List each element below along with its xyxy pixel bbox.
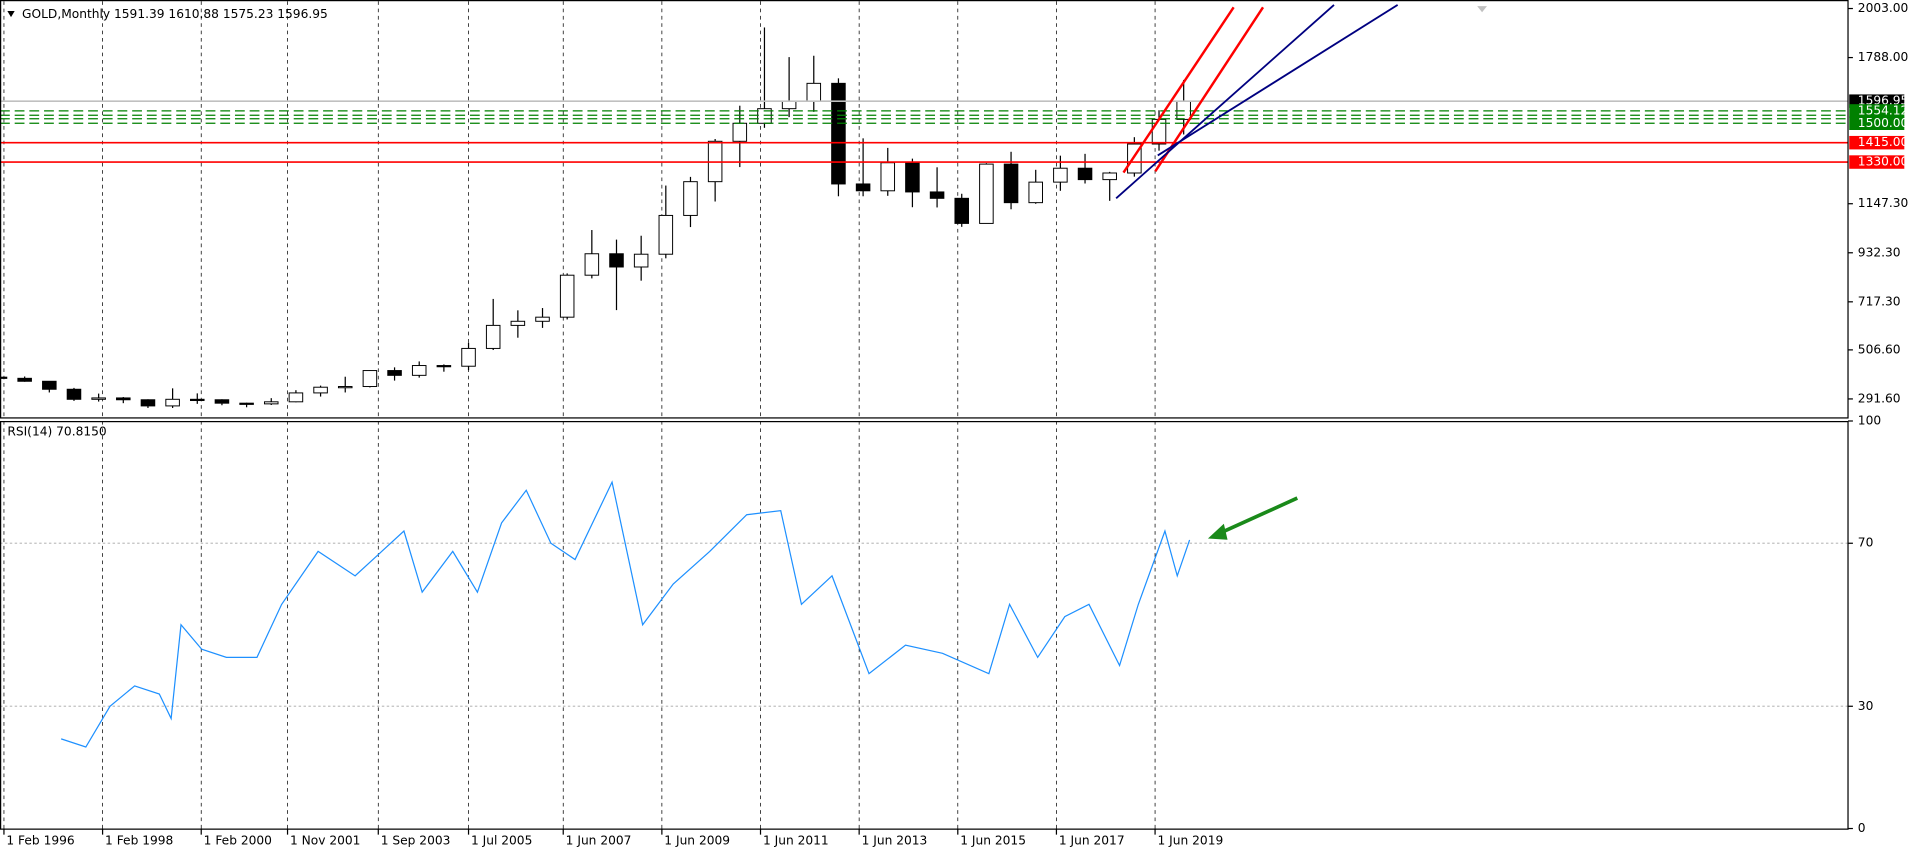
marker <box>1477 6 1487 13</box>
candle-body <box>1028 181 1043 204</box>
candle-body <box>116 397 131 401</box>
candle-body <box>609 253 624 268</box>
x-tick-label: 1 Feb 1996 <box>6 833 74 847</box>
candle-body <box>905 162 920 193</box>
candle-body <box>485 324 501 349</box>
candle-body <box>510 320 526 326</box>
y-tick-label: 717.30 <box>1858 294 1901 308</box>
candle-body <box>658 214 674 255</box>
level-badge <box>1849 155 1905 169</box>
level-label: 1500.00 <box>1858 116 1909 130</box>
trend-line <box>1122 6 1235 174</box>
candle-body <box>387 370 402 376</box>
candle-body <box>1102 172 1117 181</box>
rsi-title: RSI(14) 70.8150 <box>7 425 106 439</box>
level-label: 1415.00 <box>1858 135 1909 149</box>
x-tick-label: 1 Nov 2001 <box>290 833 361 847</box>
x-tick-label: 1 Jun 2019 <box>1158 833 1224 847</box>
main-title: GOLD,Monthly 1591.39 1610.88 1575.23 159… <box>22 7 328 21</box>
candle-body <box>362 370 378 388</box>
candle-body <box>1077 167 1093 181</box>
level-label: 1596.95 <box>1858 94 1909 108</box>
candle-body <box>214 399 230 404</box>
candle-body <box>855 183 871 192</box>
x-tick-label: 1 Jun 2009 <box>664 833 730 847</box>
rsi-pane-frame <box>0 420 1849 830</box>
candle-body <box>535 316 550 322</box>
candle-body <box>880 162 896 192</box>
candle-body <box>559 274 575 318</box>
candle-body <box>929 191 945 199</box>
level-label: 1330.00 <box>1858 155 1909 169</box>
x-tick-label: 1 Jun 2017 <box>1059 833 1125 847</box>
y-tick-label: 30 <box>1858 699 1874 713</box>
menu-triangle <box>7 11 15 18</box>
x-tick-label: 1 Jun 2013 <box>862 833 928 847</box>
candle-body <box>633 253 649 268</box>
x-tick-label: 1 Feb 1998 <box>105 833 173 847</box>
candle-body <box>1176 100 1191 120</box>
level-badge <box>1849 104 1905 118</box>
candle-body <box>91 397 106 400</box>
x-tick-label: 1 Sep 2003 <box>381 833 451 847</box>
candle-body <box>461 347 476 367</box>
candle-body <box>0 376 8 379</box>
candle-body <box>831 82 846 185</box>
x-tick-label: 1 Jun 2011 <box>763 833 829 847</box>
level-badge <box>1849 116 1905 131</box>
level-label: 1554.12 <box>1858 103 1909 117</box>
candle-body <box>683 181 698 216</box>
candle-body <box>1003 163 1019 204</box>
y-tick-label: 291.60 <box>1858 391 1901 405</box>
grid <box>0 1 1849 829</box>
candle-body <box>806 82 822 102</box>
candle-body <box>584 253 600 276</box>
y-tick-label: 1788.00 <box>1858 50 1909 64</box>
y-tick-label: 506.60 <box>1858 342 1901 356</box>
candle-body <box>17 377 32 382</box>
marks <box>0 27 1849 748</box>
trend-line <box>1115 4 1335 199</box>
y-tick-label: 100 <box>1858 413 1881 427</box>
candle-body <box>263 401 279 405</box>
candle-body <box>781 100 797 110</box>
main-pane-frame <box>0 0 1849 419</box>
candle-body <box>190 398 205 402</box>
candle-body <box>436 365 452 368</box>
candle-body <box>979 163 994 224</box>
candle-body <box>42 380 57 390</box>
candle-body <box>732 122 748 142</box>
candle-body <box>239 402 254 405</box>
arrow <box>1218 496 1299 536</box>
candle-body <box>165 398 180 407</box>
trend-line <box>1157 4 1399 157</box>
candle-body <box>140 399 156 407</box>
y-tick-label: 932.30 <box>1858 245 1901 259</box>
candle-body <box>1053 167 1068 183</box>
x-tick-label: 1 Feb 2000 <box>204 833 272 847</box>
trend-line <box>1154 6 1265 173</box>
candle-body <box>313 386 328 394</box>
y-tick-label: 70 <box>1858 536 1874 550</box>
x-tick-label: 1 Jun 2015 <box>960 833 1026 847</box>
x-tick-label: 1 Jun 2007 <box>566 833 632 847</box>
candle-body <box>288 392 304 403</box>
y-tick-label: 1147.30 <box>1858 196 1909 210</box>
y-tick-label: 0 <box>1858 821 1866 835</box>
arrow-head <box>1207 523 1228 540</box>
y-tick-label: 2003.00 <box>1858 1 1909 15</box>
candle-body <box>337 386 353 389</box>
candle-body <box>411 365 427 376</box>
candle-body <box>954 197 970 224</box>
rsi-line <box>60 480 1191 748</box>
candle-body <box>66 388 82 400</box>
level-badge <box>1849 135 1905 150</box>
x-tick-label: 1 Jul 2005 <box>471 833 532 847</box>
labels: 2003.00 1788.00 1147.30 932.30 717.30 506.60 2… <box>3 1 1909 847</box>
